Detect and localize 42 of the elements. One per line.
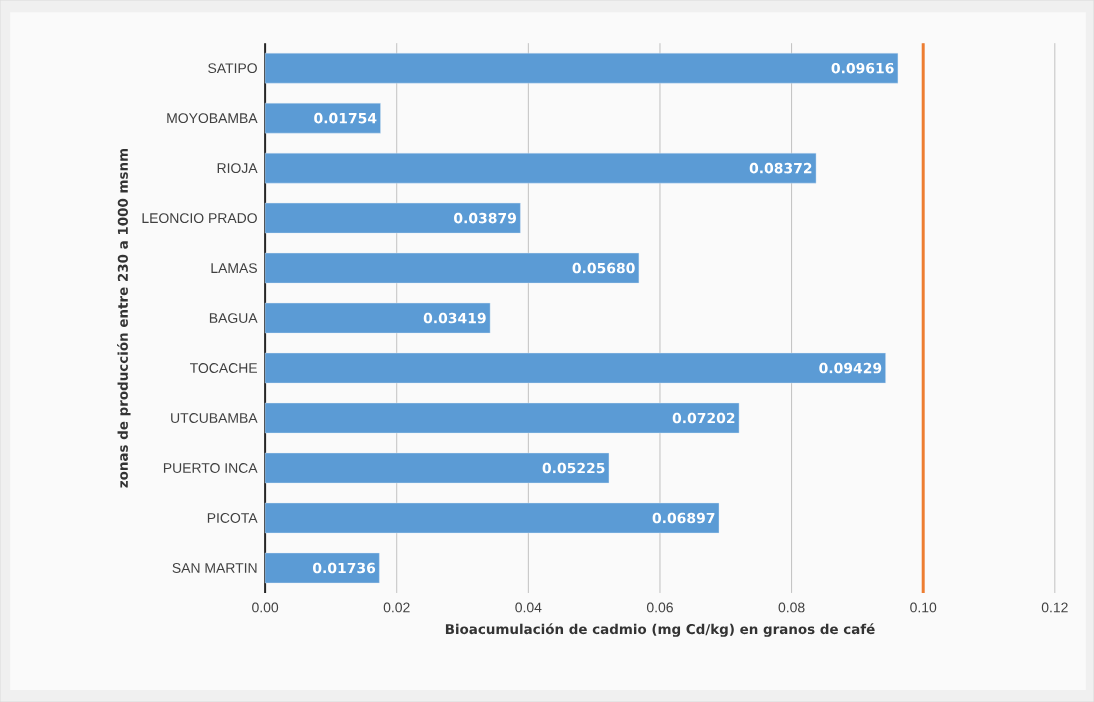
x-tick-label: 0.08 <box>778 602 805 613</box>
data-label: 0.09429 <box>819 362 882 374</box>
x-tick-label: 0.10 <box>910 602 937 613</box>
bar <box>264 552 380 584</box>
y-tick-label: SATIPO <box>208 63 257 74</box>
bar <box>264 502 720 534</box>
data-label: 0.07202 <box>672 412 735 424</box>
y-tick-label: SAN MARTIN <box>172 562 257 573</box>
bar <box>264 152 817 184</box>
y-tick-label: BAGUA <box>209 313 258 323</box>
y-tick-label: LAMAS <box>211 263 257 273</box>
y-tick-label: UTCUBAMBA <box>171 413 258 423</box>
bar <box>264 302 491 334</box>
x-tick-label: 0.00 <box>252 602 279 613</box>
data-label: 0.06897 <box>652 512 715 524</box>
x-tick-label: 0.12 <box>1041 602 1068 613</box>
bar <box>264 402 740 434</box>
data-label: 0.03419 <box>423 312 486 324</box>
bar <box>264 202 521 234</box>
bar <box>264 252 640 284</box>
y-tick-label: RIOJA <box>217 163 258 174</box>
y-tick-label: TOCACHE <box>189 363 257 373</box>
y-tick-label: LEONCIO PRADO <box>142 213 257 223</box>
y-axis-title: zonas de producción entre 230 a 1000 msnm <box>116 148 131 488</box>
data-label: 0.05680 <box>572 262 635 274</box>
data-label: 0.01754 <box>314 112 377 124</box>
data-label: 0.05225 <box>542 462 605 474</box>
x-tick-label: 0.06 <box>646 602 673 613</box>
y-tick-label: PUERTO INCA <box>163 463 258 473</box>
x-tick-label: 0.02 <box>383 602 410 613</box>
y-tick-label: PICOTA <box>207 512 258 523</box>
data-label: 0.03879 <box>454 212 516 224</box>
bar <box>264 352 886 384</box>
x-tick-label: 0.04 <box>515 602 542 613</box>
bar <box>264 52 899 84</box>
data-label: 0.01736 <box>313 562 376 574</box>
y-tick-label: MOYOBAMBA <box>167 113 258 124</box>
bar <box>264 102 381 134</box>
bar <box>264 452 610 484</box>
x-axis-title: Bioacumulación de cadmio (mg Cd/kg) en granos de café <box>445 623 875 637</box>
data-label: 0.09616 <box>831 62 894 74</box>
data-label: 0.08372 <box>749 162 812 174</box>
